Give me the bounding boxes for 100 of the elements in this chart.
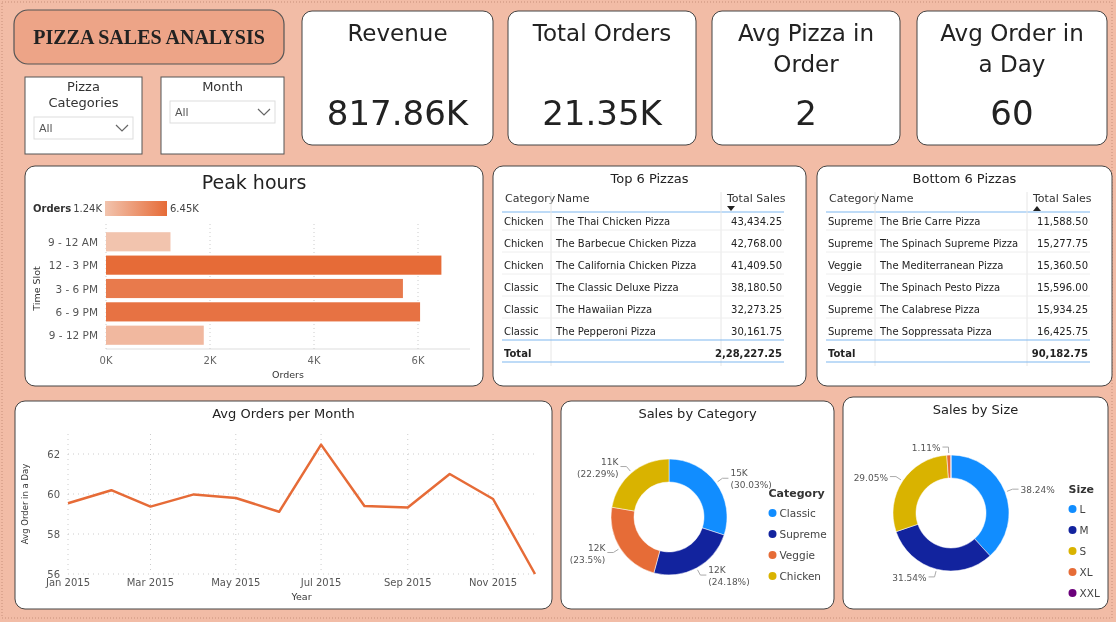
chart-title: Peak hours	[201, 171, 307, 193]
text: 1.24K	[73, 203, 103, 214]
y-tick-label: 9 - 12 AM	[47, 235, 98, 248]
x-tick-label: Jul 2015	[299, 577, 342, 588]
text: All	[175, 106, 189, 119]
text: Top 6 Pizzas	[609, 171, 689, 186]
text: Supreme	[828, 216, 873, 227]
text: Total	[828, 348, 856, 359]
x-tick-label: May 2015	[211, 577, 261, 588]
chart-title: Sales by Category	[638, 406, 757, 421]
x-axis-title: Year	[290, 591, 312, 602]
bar	[106, 302, 421, 322]
text: The Mediterranean Pizza	[880, 260, 1004, 271]
text: 15,360.50	[1037, 260, 1088, 271]
bar	[106, 325, 204, 345]
data-label: 29.05%	[853, 472, 889, 483]
y-tick-label: 12 - 3 PM	[48, 259, 98, 272]
text: The Barbecue Chicken Pizza	[556, 238, 697, 249]
text: Avg Pizza in Order	[737, 20, 875, 77]
data-label: 31.54%	[892, 572, 927, 583]
y-tick-label: 6 - 9 PM	[55, 305, 98, 318]
x-tick-label: Mar 2015	[126, 577, 175, 588]
data-label: 38.24%	[1020, 485, 1056, 496]
category-label: Name	[881, 192, 914, 205]
legend-label: L	[1079, 503, 1086, 515]
text: Pizza Categories	[48, 79, 119, 110]
y-axis-title: Avg Order in a Day	[20, 463, 30, 545]
legend-label: XL	[1079, 566, 1093, 578]
text: 38,180.50	[731, 282, 782, 293]
text: 60	[990, 93, 1034, 133]
data-label: 1.11%	[911, 443, 941, 454]
text: PIZZA SALES ANALYSIS	[33, 26, 265, 48]
text: The Brie Carre Pizza	[880, 216, 981, 227]
y-tick-label: 62	[47, 449, 60, 460]
text: 41,409.50	[731, 260, 782, 271]
category-label: Category	[829, 192, 880, 205]
legend-label: S	[1079, 545, 1087, 557]
text: Chicken	[504, 216, 544, 227]
text: Classic	[504, 326, 539, 337]
text: 43,434.25	[731, 216, 782, 227]
x-tick-label: 6K	[411, 355, 425, 366]
text: Veggie	[828, 260, 862, 271]
text: The Calabrese Pizza	[880, 304, 980, 315]
text: Classic	[504, 304, 539, 315]
text: Bottom 6 Pizzas	[912, 171, 1017, 186]
text: 16,425.75	[1037, 326, 1088, 337]
text: The Soppressata Pizza	[880, 326, 992, 337]
category-label: Name	[557, 192, 590, 205]
data-label: 12K (23.5%)	[569, 542, 607, 565]
data-label: 11K (22.29%)	[577, 456, 620, 479]
text: 21.35K	[542, 93, 664, 133]
text: The Thai Chicken Pizza	[556, 216, 671, 227]
text: The Spinach Pesto Pizza	[880, 282, 1001, 293]
legend-label: Classic	[779, 507, 817, 519]
category-label: Total Sales	[726, 192, 786, 205]
y-tick-label: 3 - 6 PM	[55, 282, 98, 295]
category-label: Total Sales	[1032, 192, 1092, 205]
y-tick-label: 9 - 12 PM	[48, 329, 98, 342]
text: Revenue	[347, 20, 448, 46]
x-tick-label: Sep 2015	[384, 577, 432, 588]
text: The Spinach Supreme Pizza	[880, 238, 1019, 249]
x-tick-label: 2K	[203, 355, 217, 366]
text: The Pepperoni Pizza	[556, 326, 656, 337]
legend-label: XXL	[1079, 587, 1100, 599]
text: All	[39, 122, 53, 135]
chart-title: Sales by Size	[932, 402, 1019, 417]
text: Total	[504, 348, 532, 359]
chart-title: Avg Orders per Month	[212, 406, 355, 421]
y-axis-title: Time Slot	[31, 265, 42, 312]
legend-label: Chicken	[779, 570, 821, 582]
text: Chicken	[504, 238, 544, 249]
text: 2	[795, 93, 817, 133]
y-tick-label: 58	[47, 529, 60, 540]
text: Chicken	[504, 260, 544, 271]
text: Avg Order in a Day	[940, 20, 1084, 77]
category-label: Category	[505, 192, 556, 205]
legend-title: Size	[1068, 483, 1095, 496]
text: 15,596.00	[1037, 282, 1088, 293]
x-axis-title: Orders	[272, 369, 305, 380]
text: 90,182.75	[1031, 348, 1088, 359]
text: 15,277.75	[1037, 238, 1088, 249]
text: Supreme	[828, 326, 873, 337]
text: 32,273.25	[731, 304, 782, 315]
text: 6.45K	[170, 203, 200, 214]
x-tick-label: 4K	[307, 355, 321, 366]
legend-label: Supreme	[779, 528, 827, 540]
data-label: 12K (24.18%)	[708, 565, 750, 588]
text: Supreme	[828, 304, 873, 315]
legend-label: M	[1079, 524, 1089, 536]
text: 15,934.25	[1037, 304, 1088, 315]
bar	[106, 232, 171, 252]
y-tick-label: 60	[47, 489, 60, 500]
legend-label: Veggie	[779, 549, 816, 561]
text: 817.86K	[326, 93, 470, 133]
text: Supreme	[828, 238, 873, 249]
text: The Classic Deluxe Pizza	[556, 282, 679, 293]
text: The Hawaiian Pizza	[556, 304, 653, 315]
text: 30,161.75	[731, 326, 782, 337]
color-bar-title: Orders	[33, 203, 72, 214]
text: 42,768.00	[731, 238, 782, 249]
